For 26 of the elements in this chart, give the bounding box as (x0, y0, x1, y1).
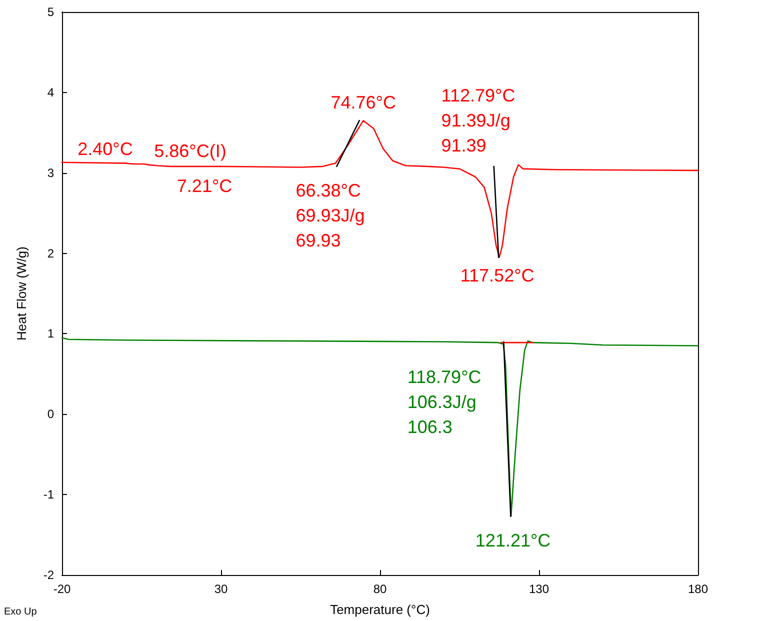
annotation: 5.86°C(I) (154, 141, 226, 162)
y-tick-label: -1 (43, 488, 54, 502)
x-tick-label: 130 (528, 582, 550, 596)
annotation: 7.21°C (176, 176, 232, 196)
y-tick-label: 0 (47, 407, 54, 422)
y-tick-label: 1 (47, 326, 54, 341)
line-series (61, 337, 699, 517)
x-tick-label: -20 (53, 582, 71, 596)
annotation: 117.52°C (460, 265, 534, 286)
y-tick-label: 5 (47, 5, 54, 19)
annotation: 74.76°C (330, 92, 396, 113)
annotation: 121.21°C (475, 530, 551, 550)
y-tick-label: 2 (47, 246, 54, 260)
x-axis-title: Temperature (°C) (330, 602, 430, 617)
y-axis-title: Heat Flow (W/g) (14, 246, 29, 340)
annotation: 2.40°C (78, 139, 133, 160)
annotation: 118.79°C 106.3J/g 106.3 (407, 367, 482, 438)
x-tick-label: 180 (688, 582, 708, 596)
text: Exo Up (4, 606, 38, 618)
y-tick-label: -2 (43, 568, 54, 582)
y-tick-label: 3 (47, 166, 54, 180)
annotation: 112.79°C 91.39J/g 91.39 (441, 85, 516, 156)
x-tick-label: 30 (214, 582, 228, 596)
x-tick-label: 80 (373, 582, 387, 596)
y-tick-label: 4 (47, 85, 54, 100)
annotation: 66.38°C 69.93J/g 69.93 (296, 180, 365, 250)
